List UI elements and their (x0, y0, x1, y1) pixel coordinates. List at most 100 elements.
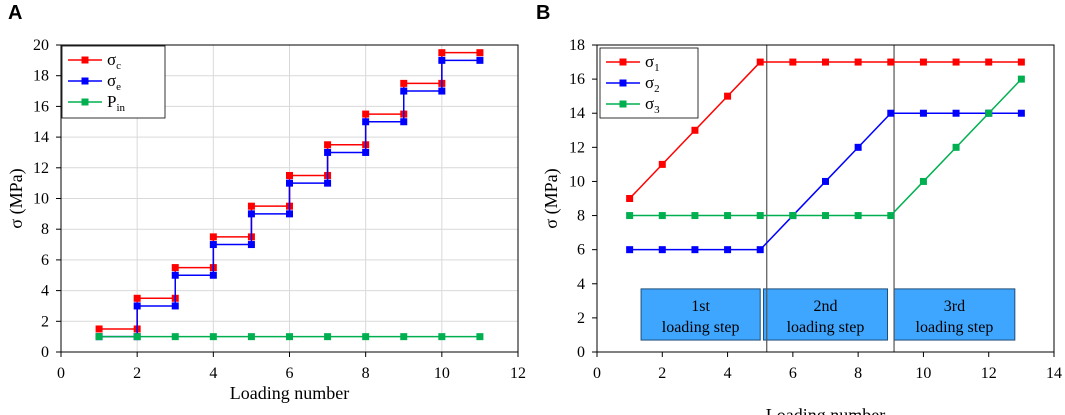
b-point-σ1-7 (854, 58, 862, 66)
panel-b-label: B (536, 2, 550, 24)
a-point-σc-0 (95, 325, 103, 333)
b-point-σ2-3 (724, 246, 732, 254)
a-legend-marker-σe (81, 77, 89, 85)
chart-a: 0 2 4 6 8 10 12 0 2 4 6 8 10 12 14 16 18 20 Loading number… (6, 37, 526, 403)
a-point-σe-7 (247, 241, 255, 249)
a-point-σe-18 (438, 56, 446, 64)
a-x-axis-title: Loading number (230, 383, 349, 403)
b-xtick-label-0: 0 (593, 365, 601, 382)
a-point-σe-14 (362, 118, 370, 126)
a-point-σe-5 (209, 271, 217, 279)
b-point-σ1-3 (724, 92, 732, 100)
a-point-Pin-2 (171, 333, 179, 341)
a-point-σe-17 (438, 87, 446, 95)
b-point-σ3-9 (919, 177, 927, 185)
a-y-axis-title: σ (MPa) (6, 168, 27, 228)
b-step-label-line1-0: 1st (691, 298, 710, 315)
b-point-σ3-8 (887, 212, 895, 220)
b-ytick-label-4: 8 (577, 208, 585, 225)
b-xtick-label-3: 6 (789, 365, 797, 382)
b-ytick-label-9: 18 (569, 37, 585, 54)
a-xtick-label-1: 2 (133, 365, 141, 382)
a-legend-marker-Pin (81, 98, 89, 106)
a-ytick-label-7: 14 (33, 129, 49, 146)
a-point-σe-12 (324, 148, 332, 156)
a-point-Pin-1 (133, 333, 141, 341)
a-ytick-label-1: 2 (41, 313, 49, 330)
a-point-Pin-0 (95, 333, 103, 341)
b-point-σ2-6 (822, 177, 829, 185)
b-point-σ1-12 (1017, 58, 1025, 66)
a-legend-label-σc: σc (107, 50, 121, 72)
b-step-label-line1-2: 3rd (944, 298, 965, 315)
a-point-Pin-8 (400, 333, 408, 341)
b-plot-frame (596, 44, 1055, 353)
b-xtick-label-2: 4 (724, 365, 732, 382)
b-point-σ2-4 (756, 246, 764, 254)
a-legend-marker-σc (81, 56, 89, 64)
b-point-σ3-3 (724, 212, 732, 220)
b-ytick-label-3: 6 (577, 242, 585, 259)
a-xtick-label-4: 8 (362, 365, 370, 382)
b-point-σ3-1 (658, 212, 666, 220)
b-ytick-label-1: 2 (577, 310, 585, 327)
b-xtick-label-6: 12 (981, 365, 997, 382)
a-point-σc-6 (209, 233, 217, 241)
b-legend-label-σ3: σ3 (645, 94, 660, 116)
a-point-σe-3 (171, 302, 179, 310)
a-point-Pin-7 (362, 333, 370, 341)
a-point-σe-2 (133, 302, 141, 310)
a-xtick-label-2: 4 (209, 365, 217, 382)
a-point-σe-16 (400, 87, 408, 95)
b-legend-label-σ1: σ1 (645, 52, 660, 74)
b-xtick-label-7: 14 (1046, 365, 1062, 382)
a-point-σc-18 (438, 49, 446, 57)
a-point-Pin-5 (286, 333, 293, 341)
b-point-σ3-10 (952, 143, 960, 151)
a-point-σe-9 (286, 210, 293, 218)
b-ytick-label-0: 0 (577, 344, 585, 361)
b-point-σ3-7 (854, 212, 862, 220)
b-xtick-label-4: 8 (854, 365, 862, 382)
a-point-σc-12 (324, 141, 332, 149)
a-point-σc-10 (286, 171, 293, 179)
a-legend-label-Pin: Pin (107, 92, 126, 114)
a-xtick-label-5: 10 (434, 365, 450, 382)
a-ytick-label-3: 6 (41, 252, 49, 269)
b-step-box-0 (640, 288, 761, 341)
a-point-σe-6 (209, 241, 217, 249)
a-point-Pin-3 (209, 333, 217, 341)
b-point-σ3-4 (756, 212, 764, 220)
b-point-σ2-8 (887, 109, 895, 117)
b-y-axis-title: σ (MPa) (541, 168, 562, 228)
b-legend-label-σ2: σ2 (645, 73, 660, 95)
a-series-line-σe (99, 59, 480, 338)
a-ytick-label-2: 4 (41, 283, 49, 300)
b-ytick-label-6: 12 (569, 139, 585, 156)
a-legend-label-σe: σe (107, 71, 121, 93)
a-xtick-label-3: 6 (286, 365, 294, 382)
a-ytick-label-5: 10 (33, 191, 49, 208)
b-point-σ2-1 (658, 246, 666, 254)
a-point-σe-10 (286, 179, 293, 187)
b-point-σ3-12 (1017, 75, 1025, 83)
b-point-σ3-0 (626, 212, 634, 220)
a-ytick-label-9: 18 (33, 68, 49, 85)
a-point-Pin-6 (324, 333, 332, 341)
a-point-σe-15 (400, 118, 408, 126)
b-legend-marker-σ2 (619, 79, 627, 87)
a-point-σe-4 (171, 271, 179, 279)
b-point-σ1-4 (756, 58, 764, 66)
b-point-σ3-6 (822, 212, 829, 220)
a-ytick-label-10: 20 (33, 37, 49, 54)
a-ytick-label-0: 0 (41, 344, 49, 361)
b-point-σ2-9 (919, 109, 927, 117)
b-step-label-line1-1: 2nd (814, 298, 838, 315)
a-point-σc-4 (171, 264, 179, 272)
b-ytick-label-8: 16 (569, 71, 585, 88)
b-point-σ1-2 (691, 126, 699, 134)
a-point-σe-13 (362, 148, 370, 156)
panel-a-label: A (8, 2, 22, 24)
b-step-box-1 (762, 288, 889, 341)
